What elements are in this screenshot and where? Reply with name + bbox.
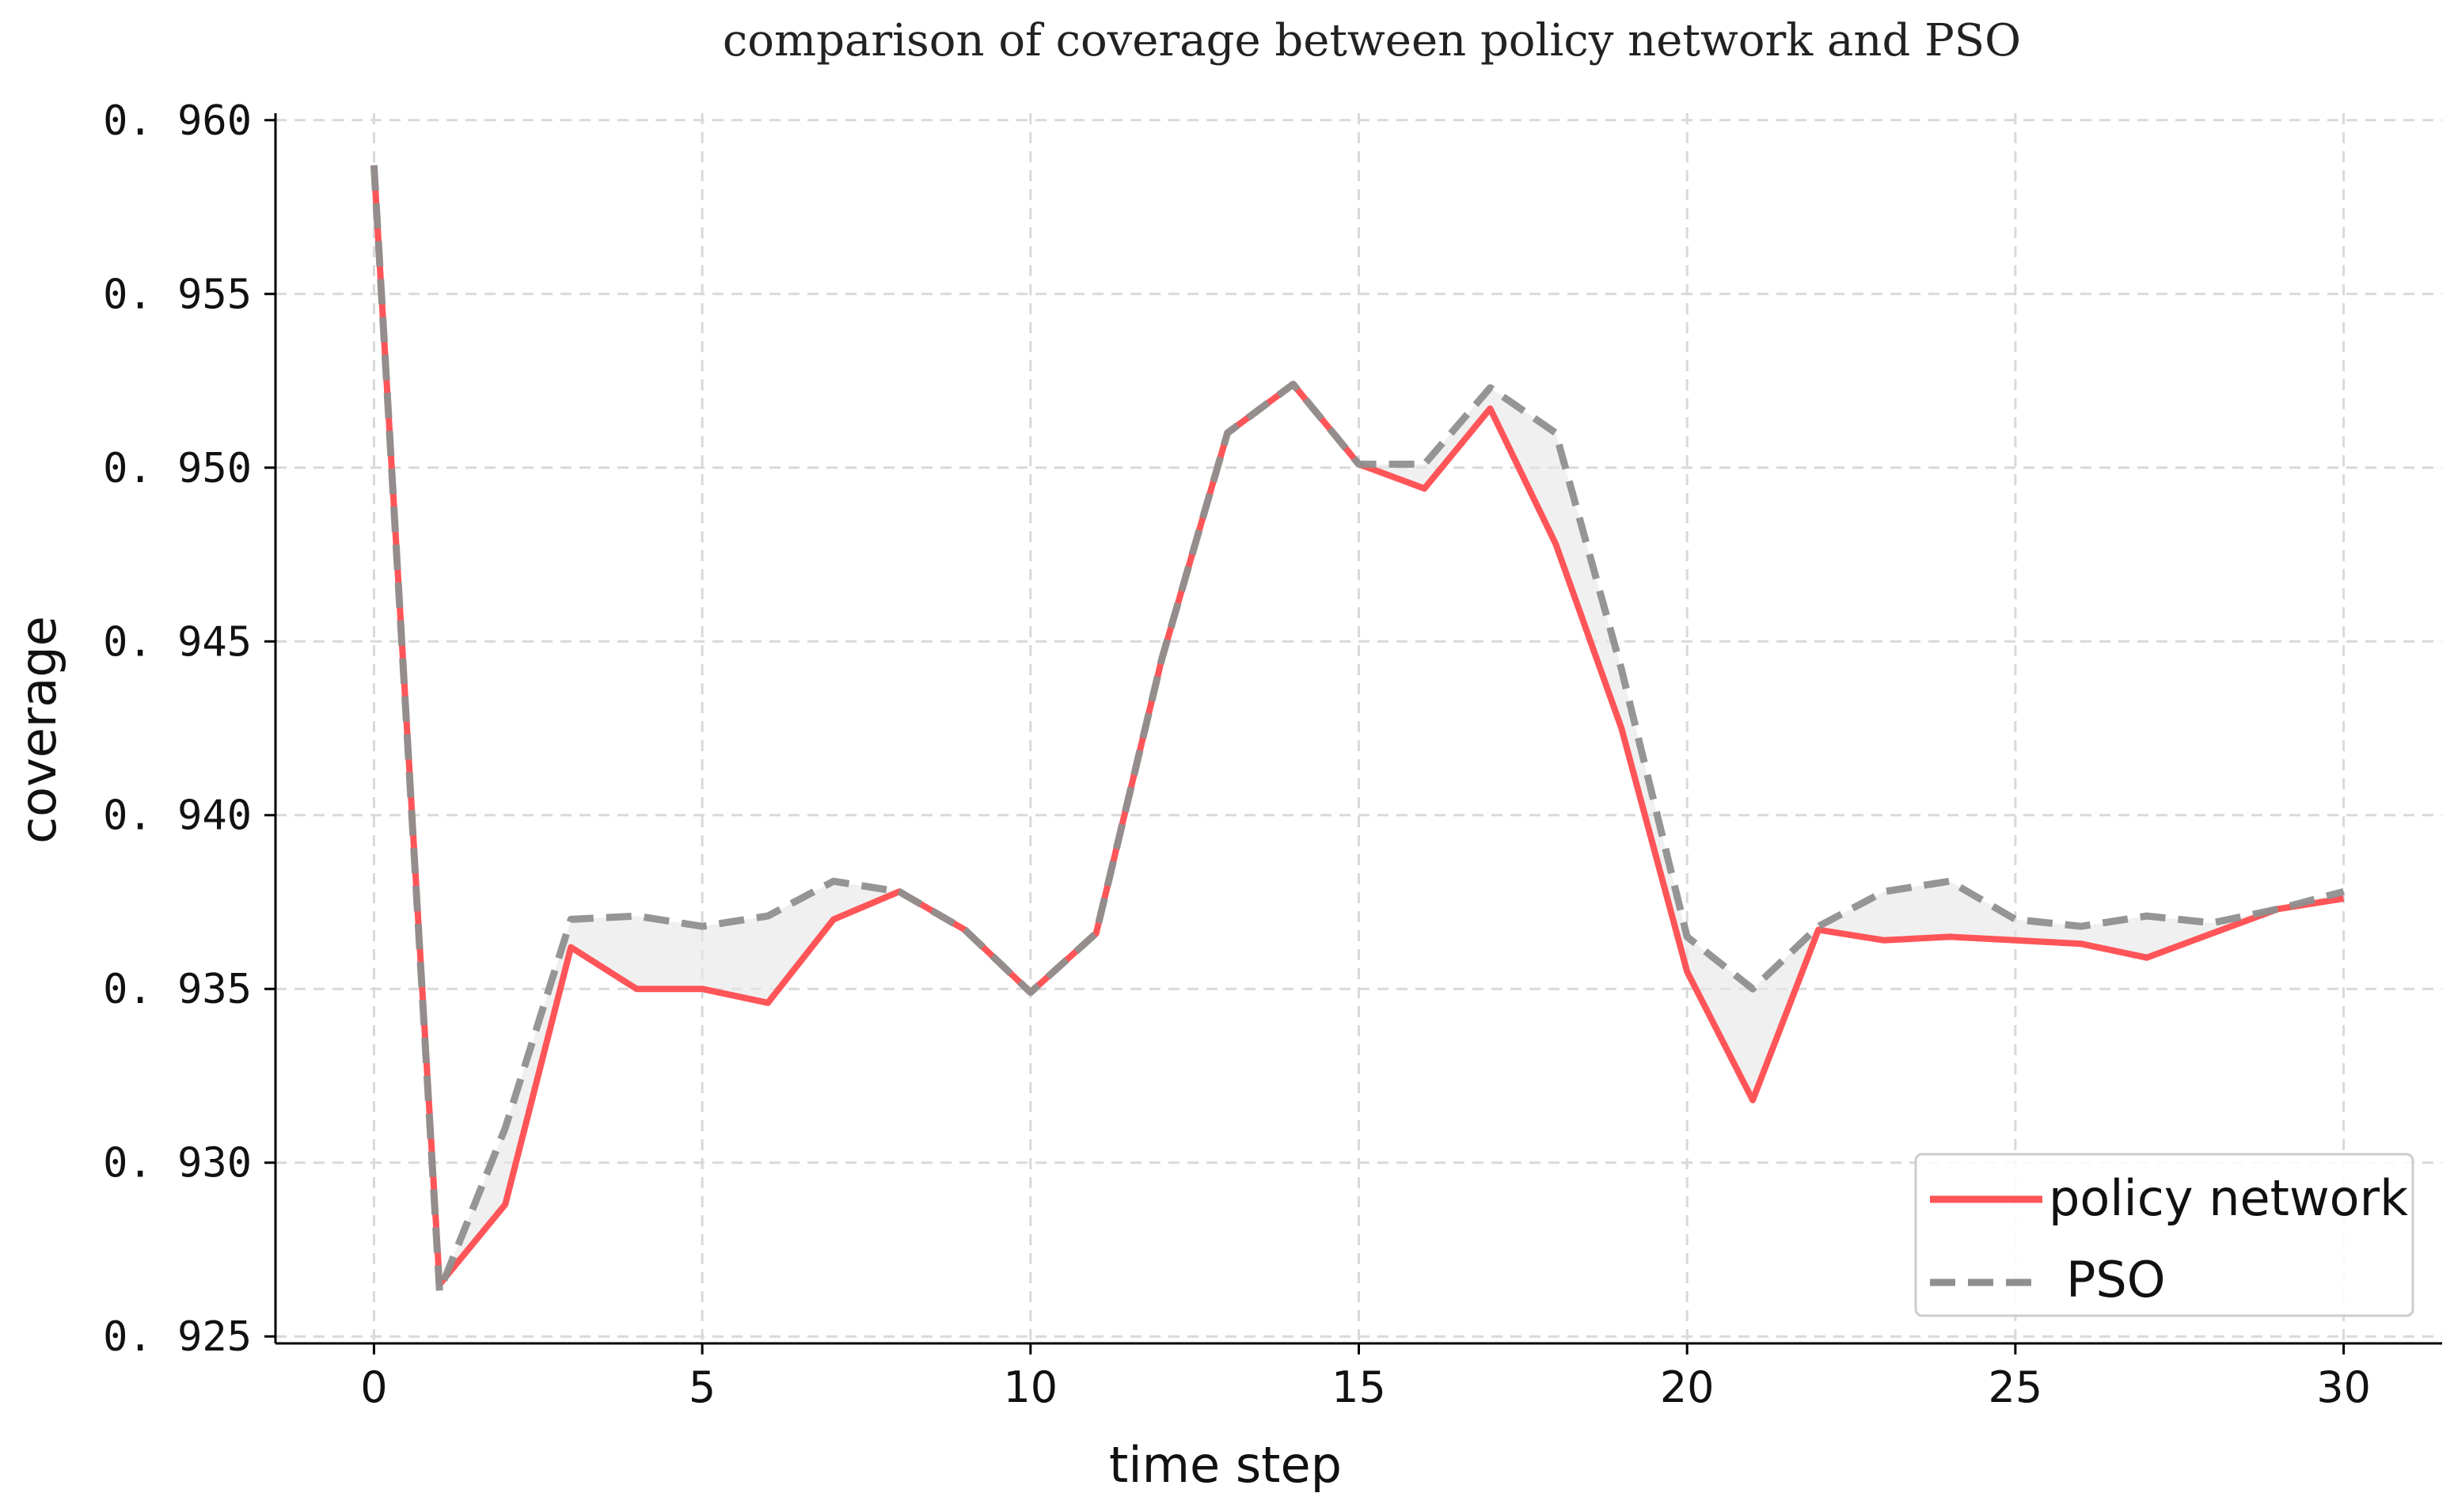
x-tick-label: 15 <box>1331 1362 1386 1412</box>
x-tick-label: 20 <box>1660 1362 1715 1412</box>
y-tick-label: 0. 955 <box>103 271 252 318</box>
y-tick-label: 0. 945 <box>103 618 252 666</box>
ticks-layer: 0 5 10 15 20 25 30 0. 925 0. 930 0. 935 0. 940 0. 9… <box>103 97 2371 1412</box>
chart-title: comparison of coverage between policy ne… <box>723 15 2021 66</box>
y-tick-label: 0. 935 <box>103 966 252 1013</box>
series-line-pso <box>370 165 2345 1295</box>
x-tick-label: 25 <box>1989 1362 2043 1412</box>
legend-label-policy-network: policy network <box>2049 1169 2408 1227</box>
legend-frame <box>1914 1153 2414 1317</box>
series-layer <box>370 165 2345 1295</box>
y-tick-label: 0. 925 <box>103 1313 252 1361</box>
y-tick-label: 0. 930 <box>103 1140 252 1187</box>
y-tick-label: 0. 960 <box>103 97 252 145</box>
grid-layer <box>275 113 2442 1343</box>
axes-layer <box>264 113 2442 1354</box>
y-axis-label: coverage <box>9 616 67 844</box>
x-axis-label: time step <box>1109 1436 1342 1494</box>
legend-label-pso: PSO <box>2066 1251 2166 1309</box>
x-tick-label: 0 <box>360 1362 387 1412</box>
legend: policy network PSO <box>1914 1153 2414 1317</box>
x-tick-label: 5 <box>689 1362 716 1412</box>
x-tick-label: 30 <box>2316 1362 2371 1412</box>
x-tick-label: 10 <box>1003 1362 1058 1412</box>
y-tick-label: 0. 940 <box>103 792 252 840</box>
y-tick-label: 0. 950 <box>103 445 252 492</box>
